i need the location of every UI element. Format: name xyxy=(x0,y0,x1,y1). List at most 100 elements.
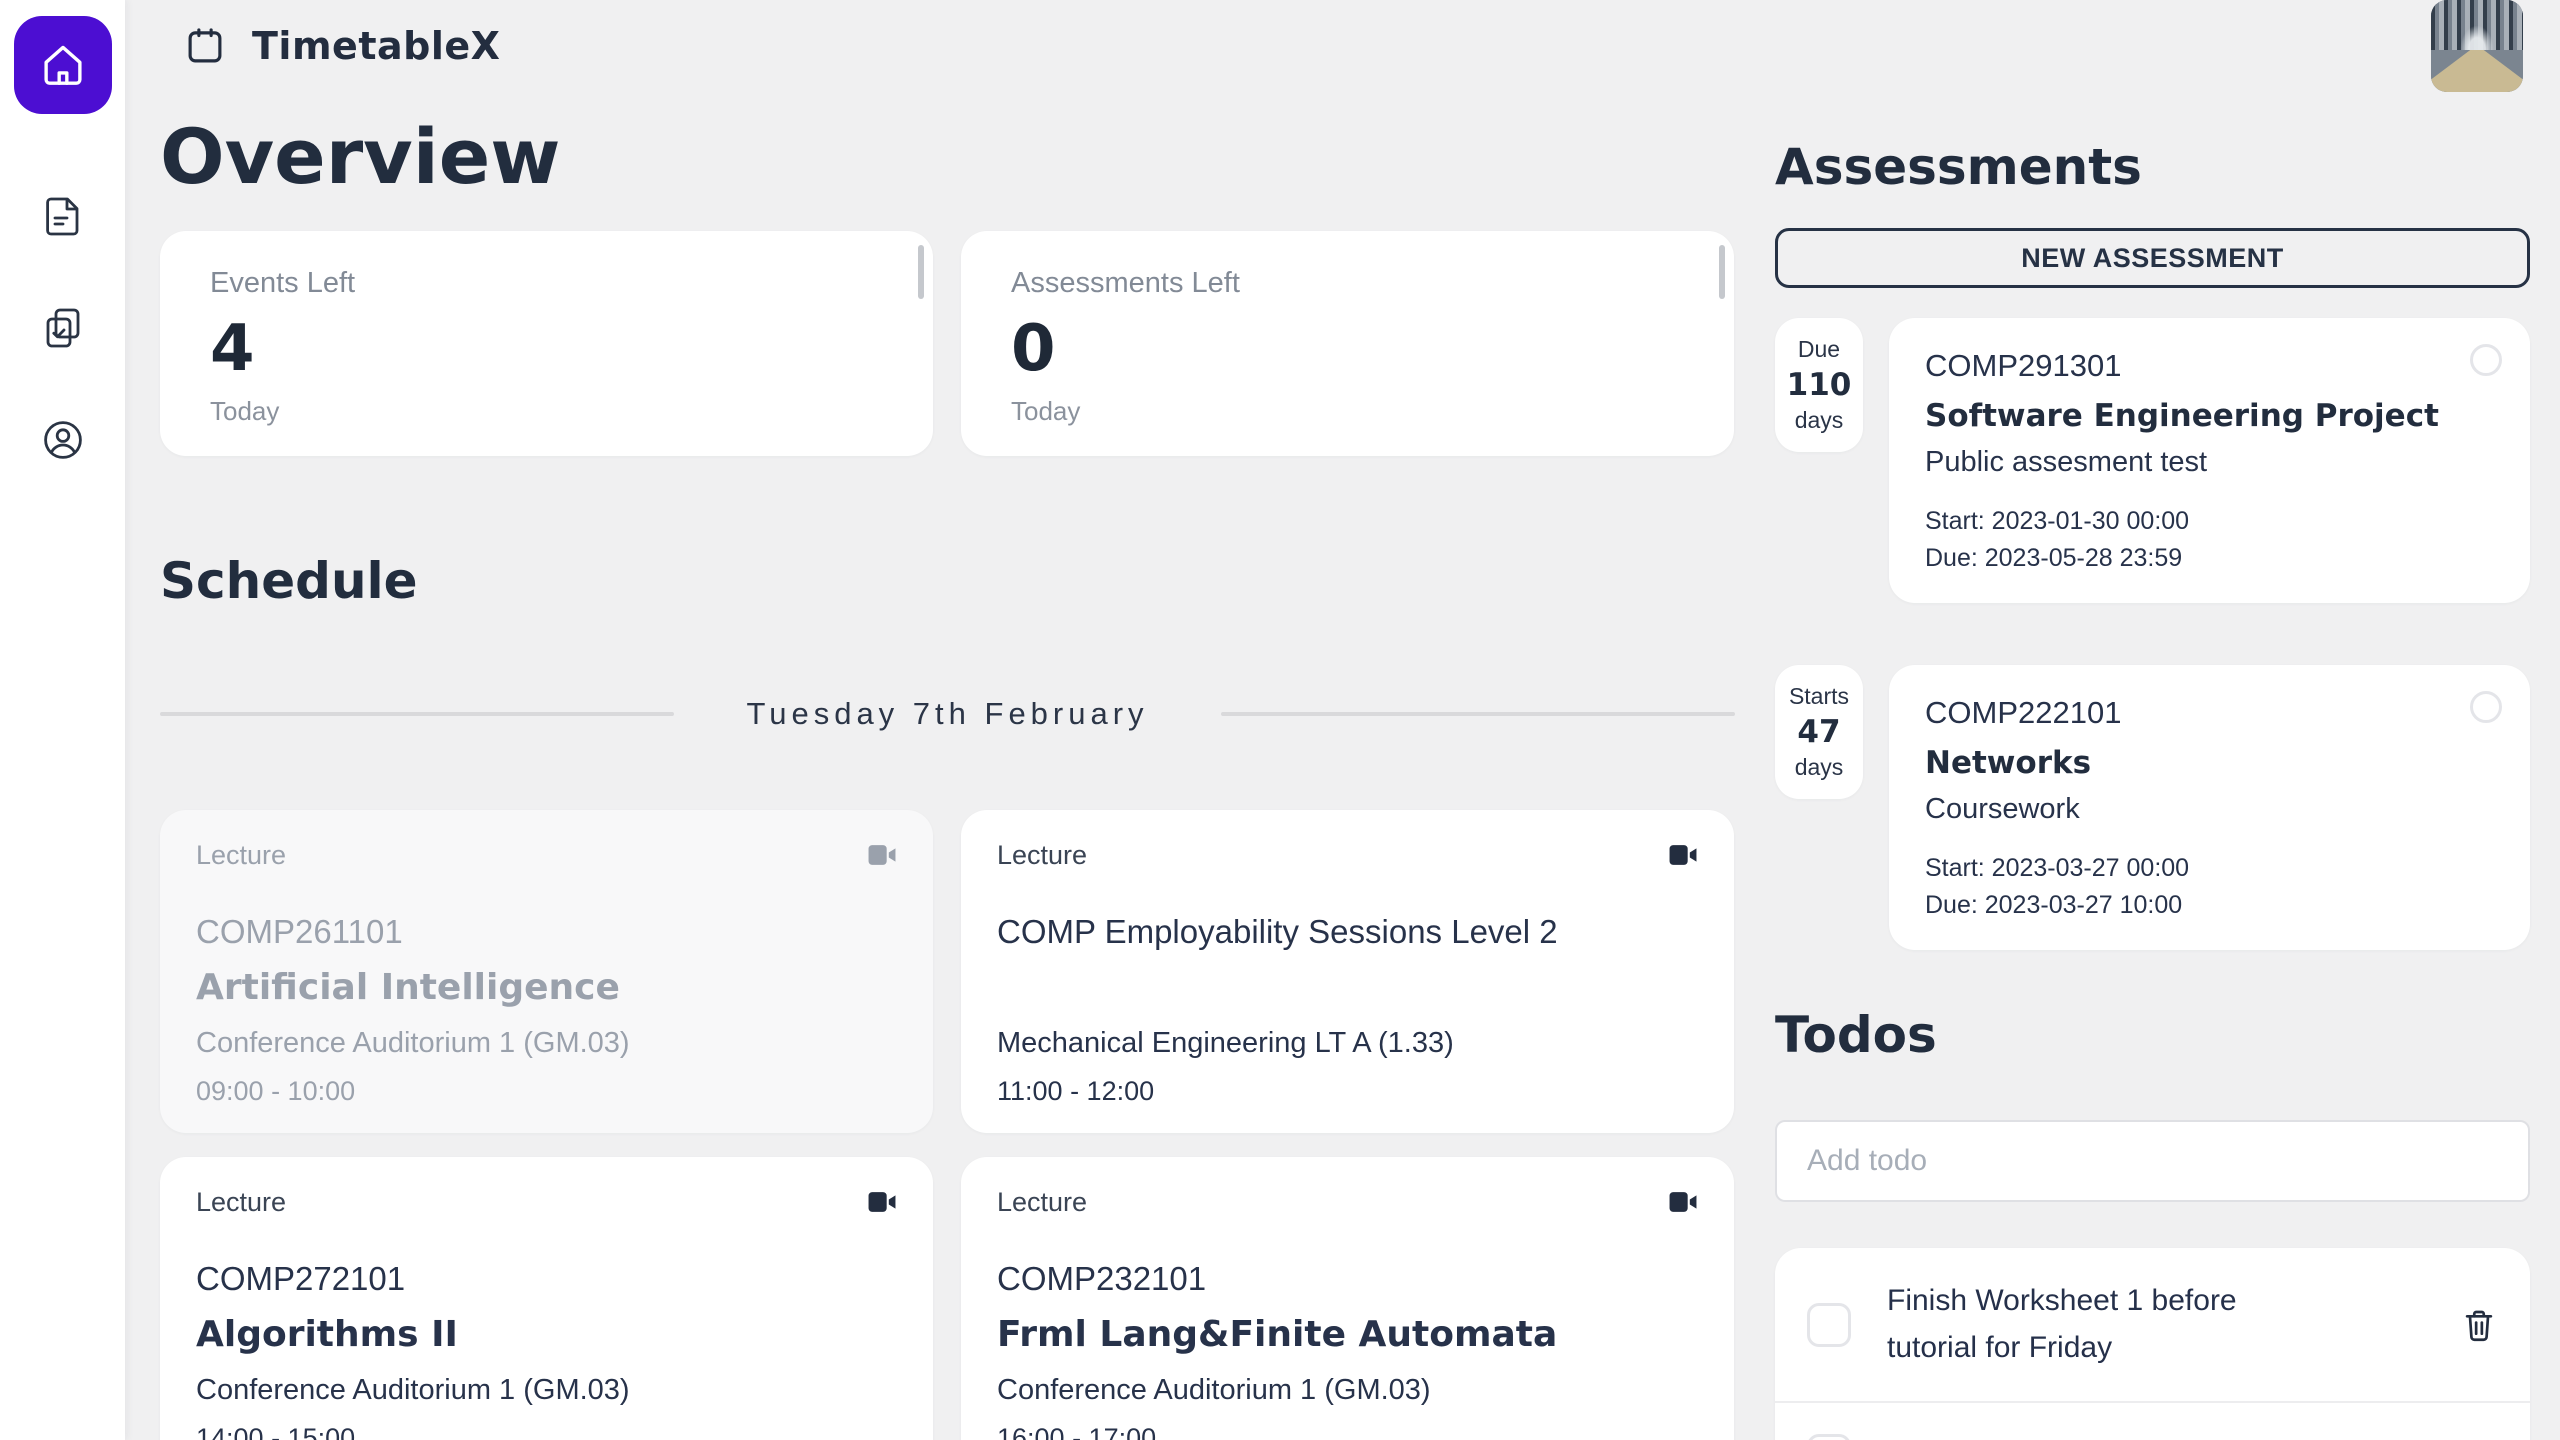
lecture-location: Mechanical Engineering LT A (1.33) xyxy=(997,1027,1454,1059)
stat-card-events-left: Events Left 4 Today xyxy=(160,231,933,456)
badge-unit: days xyxy=(1794,754,1844,780)
stat-label: Events Left xyxy=(210,267,356,299)
main-area: TimetableX Overview Events Left 4 Today xyxy=(125,0,2560,1440)
sidebar-item-assessments[interactable] xyxy=(31,296,95,360)
lecture-location: Conference Auditorium 1 (GM.03) xyxy=(196,1027,630,1059)
todos-list: Finish Worksheet 1 before tutorial for F… xyxy=(1775,1248,2530,1440)
assessment-start: Start: 2023-03-27 00:00 xyxy=(1925,854,2190,882)
todo-item: Finish Worksheet 1 before tutorial for F… xyxy=(1775,1248,2530,1401)
new-assessment-button[interactable]: NEW ASSESSMENT xyxy=(1775,228,2530,288)
badge-unit: days xyxy=(1794,407,1844,433)
todo-checkbox[interactable] xyxy=(1807,1434,1851,1440)
content: Overview Events Left 4 Today Assessments… xyxy=(125,92,2560,1440)
todo-checkbox[interactable] xyxy=(1807,1302,1851,1347)
lecture-code: COMP Employability Sessions Level 2 xyxy=(997,913,1558,950)
assessment-due-badge: Due 110 days xyxy=(1775,318,1863,452)
lecture-code: COMP272101 xyxy=(196,1260,406,1297)
lecture-name xyxy=(997,967,1698,1011)
date-divider: Tuesday 7th February xyxy=(160,696,1735,732)
video-camera-icon xyxy=(865,1185,899,1224)
assessments-icon xyxy=(39,304,87,352)
assessment-checkbox[interactable] xyxy=(2470,344,2502,376)
lecture-name: Frml Lang&Finite Automata xyxy=(997,1314,1558,1355)
assessment-due-badge: Starts 47 days xyxy=(1775,665,1863,799)
stat-card-scrollbar[interactable] xyxy=(1719,245,1725,299)
sidebar-item-account[interactable] xyxy=(31,408,95,472)
assessment-card[interactable]: COMP291301 Software Engineering Project … xyxy=(1889,318,2530,603)
lecture-grid: Lecture COMP261101 Artificial Intelligen… xyxy=(160,810,1735,1440)
lecture-type-label: Lecture xyxy=(196,840,287,870)
lecture-card[interactable]: Lecture COMP261101 Artificial Intelligen… xyxy=(160,810,933,1133)
lecture-name: Artificial Intelligence xyxy=(196,967,620,1008)
assessment-name: Software Engineering Project xyxy=(1925,398,2439,434)
todo-text: Do CW1 for Math Module xyxy=(1887,1433,2225,1440)
lecture-code: COMP261101 xyxy=(196,913,403,950)
todo-item: Do CW1 for Math Module xyxy=(1775,1401,2530,1440)
assessment-due: Due: 2023-05-28 23:59 xyxy=(1925,544,2183,572)
assessment-start: Start: 2023-01-30 00:00 xyxy=(1925,507,2190,535)
assessment-code: COMP222101 xyxy=(1925,695,2122,730)
assessment-subtitle: Public assesment test xyxy=(1925,446,2208,478)
video-camera-icon xyxy=(1666,1185,1700,1224)
stat-value: 4 xyxy=(210,312,255,386)
assessment-checkbox[interactable] xyxy=(2470,691,2502,723)
stat-value: 0 xyxy=(1011,312,1056,386)
documents-icon xyxy=(39,192,87,240)
assessment-due: Due: 2023-03-27 10:00 xyxy=(1925,891,2183,919)
assessments-column: Assessments NEW ASSESSMENT Due 110 days … xyxy=(1775,92,2530,1440)
stat-card-scrollbar[interactable] xyxy=(918,245,924,299)
lecture-time: 11:00 - 12:00 xyxy=(997,1076,1155,1106)
stat-sub: Today xyxy=(1011,396,1081,426)
divider-line xyxy=(1220,712,1735,716)
lecture-location: Conference Auditorium 1 (GM.03) xyxy=(196,1374,630,1406)
lecture-time: 16:00 - 17:00 xyxy=(997,1423,1157,1440)
lecture-time: 09:00 - 10:00 xyxy=(196,1076,356,1106)
stat-sub: Today xyxy=(210,396,280,426)
lecture-type-label: Lecture xyxy=(196,1187,287,1217)
account-icon xyxy=(39,416,87,464)
schedule-title: Schedule xyxy=(160,552,418,610)
lecture-code: COMP232101 xyxy=(997,1260,1207,1297)
assessment-item: Starts 47 days COMP222101 Networks Cours… xyxy=(1775,665,2530,950)
badge-label: Starts xyxy=(1788,683,1850,709)
todos-title: Todos xyxy=(1775,1006,1937,1064)
brand: TimetableX xyxy=(184,24,500,68)
stat-row: Events Left 4 Today Assessments Left 0 T… xyxy=(160,231,1735,456)
assessment-item: Due 110 days COMP291301 Software Enginee… xyxy=(1775,318,2530,603)
page-title: Overview xyxy=(160,112,561,201)
app-title: TimetableX xyxy=(252,24,501,68)
lecture-card[interactable]: Lecture COMP Employability Sessions Leve… xyxy=(961,810,1734,1133)
lecture-location: Conference Auditorium 1 (GM.03) xyxy=(997,1374,1431,1406)
home-icon xyxy=(36,38,90,92)
lecture-type-label: Lecture xyxy=(997,1187,1088,1217)
assessment-name: Networks xyxy=(1925,745,2092,781)
assessment-card[interactable]: COMP222101 Networks Coursework Start: 20… xyxy=(1889,665,2530,950)
trash-icon xyxy=(2460,1306,2498,1344)
avatar-photo xyxy=(2431,0,2523,50)
sidebar-item-home[interactable] xyxy=(13,16,112,114)
lecture-time: 14:00 - 15:00 xyxy=(196,1423,356,1440)
lecture-card[interactable]: Lecture COMP232101 Frml Lang&Finite Auto… xyxy=(961,1157,1734,1440)
lecture-type-label: Lecture xyxy=(997,840,1088,870)
video-camera-icon xyxy=(865,838,899,877)
avatar[interactable] xyxy=(2431,0,2523,92)
video-camera-icon xyxy=(1666,838,1700,877)
delete-todo-button[interactable] xyxy=(2460,1306,2498,1344)
assessments-title: Assessments xyxy=(1775,138,2142,196)
lecture-card[interactable]: Lecture COMP272101 Algorithms II Confere… xyxy=(160,1157,933,1440)
divider-line xyxy=(160,712,675,716)
stat-card-assessments-left: Assessments Left 0 Today xyxy=(961,231,1734,456)
stat-label: Assessments Left xyxy=(1011,267,1240,299)
badge-label: Due xyxy=(1797,336,1841,362)
sidebar xyxy=(0,0,125,1440)
assessment-code: COMP291301 xyxy=(1925,348,2122,383)
schedule-date: Tuesday 7th February xyxy=(746,696,1149,731)
badge-days: 47 xyxy=(1797,714,1841,750)
todo-text: Finish Worksheet 1 before tutorial for F… xyxy=(1887,1284,2237,1364)
sidebar-item-documents[interactable] xyxy=(31,184,95,248)
calendar-icon xyxy=(184,25,226,67)
overview-column: Overview Events Left 4 Today Assessments… xyxy=(160,92,1735,1440)
topbar: TimetableX xyxy=(125,0,2560,92)
add-todo-input[interactable] xyxy=(1775,1120,2530,1202)
